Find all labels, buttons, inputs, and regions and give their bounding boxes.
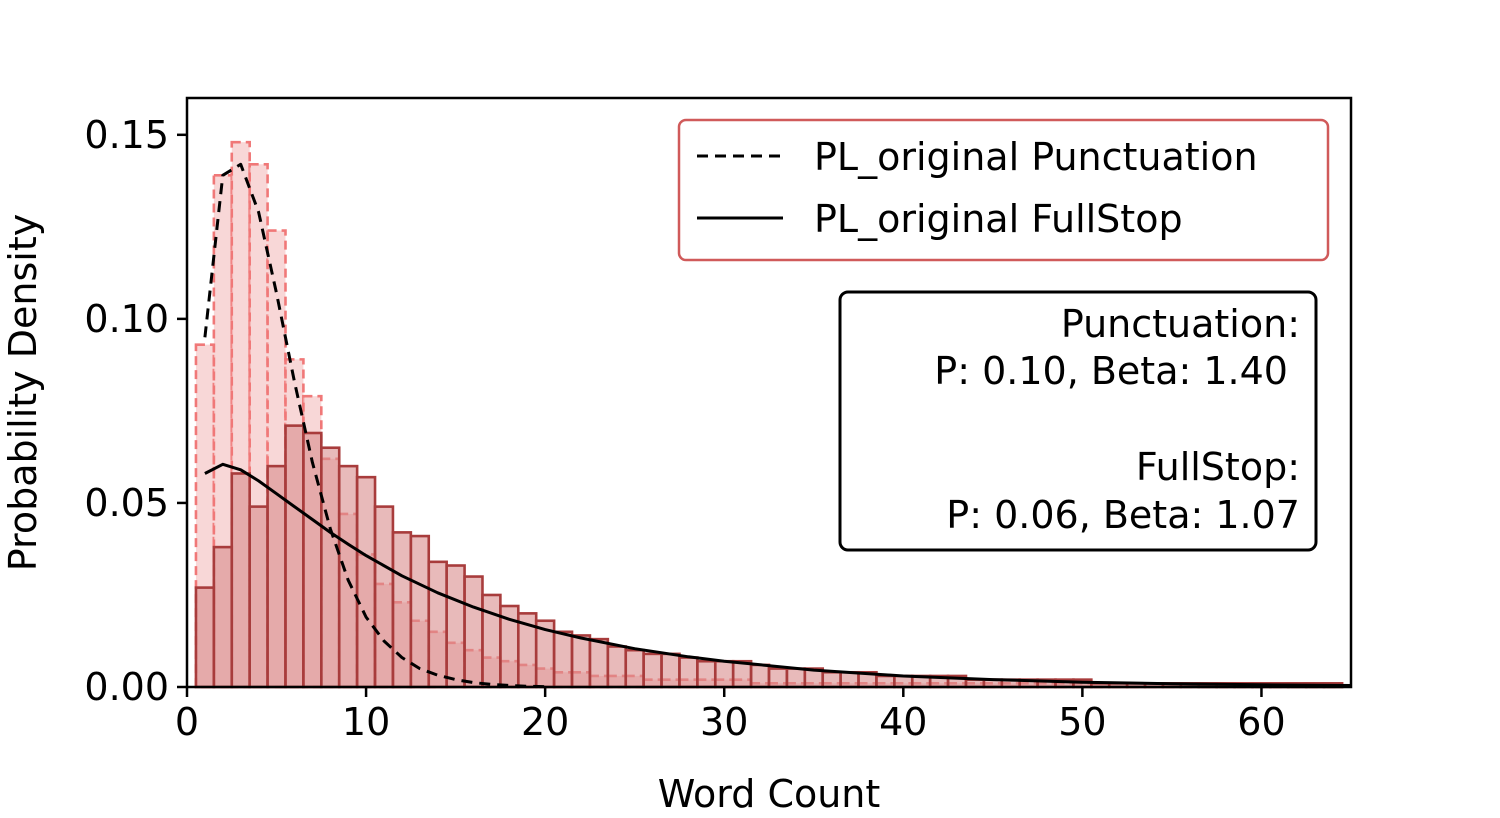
y-tick-label: 0.15	[84, 113, 169, 157]
legend-label-fullstop: PL_original FullStop	[814, 197, 1183, 241]
x-tick-label: 0	[175, 700, 199, 744]
bar-fullstop	[230, 472, 251, 689]
histogram-bars	[194, 140, 1344, 689]
bar-fullstop	[749, 663, 771, 689]
bar-fullstop	[445, 564, 466, 689]
legend: PL_original Punctuation PL_original Full…	[677, 118, 1330, 262]
bar-fullstop	[821, 670, 842, 689]
bar-fullstop	[355, 475, 377, 689]
bar-fullstop	[427, 560, 448, 689]
fit-parameters-box: Punctuation: P: 0.10, Beta: 1.40 FullSto…	[838, 290, 1318, 552]
y-tick-label: 0.00	[84, 665, 169, 709]
x-tick-label: 20	[521, 700, 569, 744]
fit-parameters-border	[838, 290, 1318, 552]
y-tick-label: 0.05	[84, 481, 169, 525]
plot-frame	[185, 96, 1353, 689]
bar-fullstop	[570, 634, 592, 689]
bar-fullstop	[373, 505, 395, 689]
bar-fullstop	[194, 586, 216, 689]
bar-fullstop	[552, 630, 574, 689]
bar-fullstop	[785, 667, 807, 689]
bar-fullstop	[302, 431, 323, 689]
bar-fullstop	[767, 667, 789, 689]
bar-fullstop	[642, 652, 663, 689]
bar-fullstop	[284, 424, 305, 689]
fitted-curves	[203, 162, 1352, 689]
bar-fullstop	[248, 505, 269, 689]
bar-fullstop	[463, 575, 484, 689]
x-tick-label: 60	[1237, 700, 1285, 744]
bar-fullstop	[606, 645, 628, 689]
bar-fullstop	[839, 670, 860, 689]
x-tick-label: 40	[879, 700, 927, 744]
bar-fullstop	[212, 545, 234, 689]
y-axis-label: Probability Density	[1, 214, 45, 571]
annotation-fullstop-heading: FullStop:	[1136, 445, 1300, 489]
x-tick-label: 10	[342, 700, 390, 744]
annotation-fullstop-params: P: 0.06, Beta: 1.07	[946, 493, 1300, 537]
x-tick-label: 50	[1058, 700, 1106, 744]
legend-label-punctuation: PL_original Punctuation	[814, 135, 1258, 179]
bar-fullstop	[391, 531, 413, 689]
bar-fullstop	[320, 446, 341, 689]
y-tick-label: 0.10	[84, 297, 169, 341]
bar-fullstop	[481, 593, 502, 689]
x-tick-label: 30	[700, 700, 748, 744]
annotation-punctuation-params: P: 0.10, Beta: 1.40	[934, 349, 1288, 393]
x-axis-ticks: 0 10 20 30 40 50 60	[175, 687, 1286, 744]
bar-fullstop	[624, 648, 645, 689]
x-axis-label: Word Count	[658, 772, 881, 816]
bar-fullstop	[678, 656, 699, 689]
bar-fullstop	[660, 652, 681, 689]
histogram-fullstop	[194, 424, 1344, 689]
bar-fullstop	[696, 659, 717, 689]
curve-pl-original-punctuation	[203, 162, 546, 689]
y-axis-ticks: 0.00 0.05 0.10 0.15	[84, 113, 187, 709]
legend-box	[677, 118, 1330, 262]
bar-fullstop	[588, 637, 610, 689]
bar-fullstop	[337, 464, 359, 689]
bar-fullstop	[713, 659, 735, 689]
bar-fullstop	[875, 674, 896, 689]
annotation-punctuation-heading: Punctuation:	[1061, 302, 1300, 346]
curve-pl-original-fullstop	[204, 462, 1352, 687]
